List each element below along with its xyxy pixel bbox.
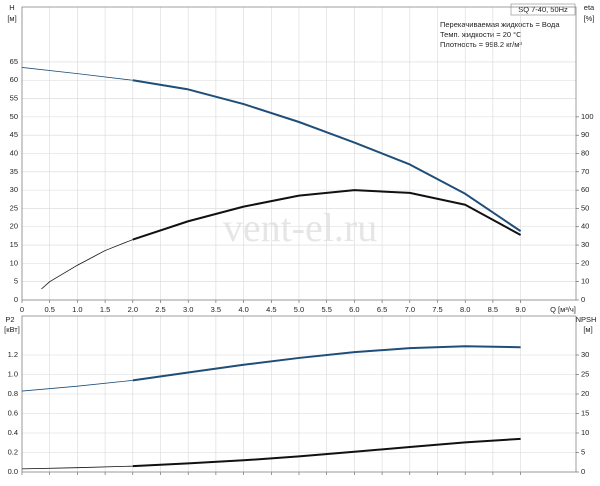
y-tick-label: 50 [10, 112, 18, 121]
x-tick-label: 2.0 [128, 305, 138, 314]
y2-tick-label: 10 [581, 277, 589, 286]
x-tick-label: 3.5 [211, 305, 221, 314]
y2-tick-label: 40 [581, 222, 589, 231]
y2-label: eta [584, 3, 595, 12]
curve [21, 67, 133, 81]
y2-tick-label: 5 [581, 447, 585, 456]
y-tick-label: 55 [10, 94, 18, 103]
title-box [510, 3, 576, 16]
y2-unit: [м] [583, 325, 592, 334]
x-label: Q [м³/ч] [550, 305, 576, 314]
y2-tick-label: 0 [581, 295, 585, 304]
x-tick-label: 7.5 [432, 305, 442, 314]
x-tick-label: 8.5 [488, 305, 498, 314]
y-tick-label: 0.8 [8, 389, 18, 398]
y2-tick-label: 20 [581, 258, 589, 267]
y2-tick-label: 15 [581, 408, 589, 417]
y2-tick-label: 100 [581, 112, 594, 121]
y-tick-label: 0.6 [8, 408, 18, 417]
watermark: vent-el.ru [223, 205, 377, 250]
y2-tick-label: 60 [581, 185, 589, 194]
y-tick-label: 0 [14, 295, 18, 304]
curve [132, 437, 521, 468]
x-tick-label: 8.0 [460, 305, 470, 314]
plot-frame [21, 315, 577, 473]
x-tick-label: 1.5 [100, 305, 110, 314]
y-label: H [9, 3, 14, 12]
x-tick-label: 9.0 [515, 305, 525, 314]
x-tick-label: 5.5 [321, 305, 331, 314]
y-tick-label: 20 [10, 222, 18, 231]
y2-tick-label: 30 [581, 240, 589, 249]
x-tick-label: 4.0 [238, 305, 248, 314]
y-tick-label: 25 [10, 203, 18, 212]
y-tick-label: 35 [10, 167, 18, 176]
y2-tick-label: 20 [581, 389, 589, 398]
y-label: P2 [5, 315, 14, 324]
y-tick-label: 0.0 [8, 467, 18, 476]
y-tick-label: 0.4 [8, 428, 18, 437]
y-tick-label: 1.2 [8, 350, 18, 359]
y-tick-label: 30 [10, 185, 18, 194]
curve [41, 239, 133, 290]
annotation: Темп. жидкости = 20 °C [440, 30, 522, 39]
y-tick-label: 60 [10, 75, 18, 84]
y-tick-label: 45 [10, 130, 18, 139]
y-tick-label: 0.2 [8, 447, 18, 456]
y2-unit: [%] [584, 14, 595, 23]
y2-tick-label: 80 [581, 148, 589, 157]
x-tick-label: 5.0 [294, 305, 304, 314]
x-tick-label: 0.5 [44, 305, 54, 314]
y2-label: NPSH [576, 315, 597, 324]
y-tick-label: 10 [10, 258, 18, 267]
y-tick-label: 65 [10, 57, 18, 66]
x-tick-label: 6.5 [377, 305, 387, 314]
x-tick-label: 2.5 [155, 305, 165, 314]
annotation: Перекачиваемая жидкость = Вода [440, 20, 560, 29]
y2-tick-label: 10 [581, 428, 589, 437]
x-tick-label: 7.0 [405, 305, 415, 314]
curve [132, 345, 521, 382]
plot-frame [21, 6, 577, 301]
x-tick-label: 4.5 [266, 305, 276, 314]
curve [132, 189, 522, 241]
y-unit: [м] [7, 14, 16, 23]
y2-tick-label: 50 [581, 203, 589, 212]
curve [132, 79, 522, 232]
y2-tick-label: 0 [581, 467, 585, 476]
y-tick-label: 1.0 [8, 369, 18, 378]
annotation: Плотность = 998.2 кг/м³ [440, 40, 522, 49]
curve [21, 379, 133, 392]
y2-tick-label: 70 [581, 167, 589, 176]
y2-tick-label: 90 [581, 130, 589, 139]
y-tick-label: 5 [14, 277, 18, 286]
curve [21, 465, 133, 470]
y-tick-label: 40 [10, 148, 18, 157]
x-tick-label: 0 [20, 305, 24, 314]
x-tick-label: 3.0 [183, 305, 193, 314]
y-tick-label: 15 [10, 240, 18, 249]
y-unit: [кВт] [4, 325, 20, 334]
y2-tick-label: 25 [581, 369, 589, 378]
x-tick-label: 1.0 [72, 305, 82, 314]
box-title: SQ 7-40, 50Hz [518, 5, 568, 14]
x-tick-label: 6.0 [349, 305, 359, 314]
y2-tick-label: 30 [581, 350, 589, 359]
